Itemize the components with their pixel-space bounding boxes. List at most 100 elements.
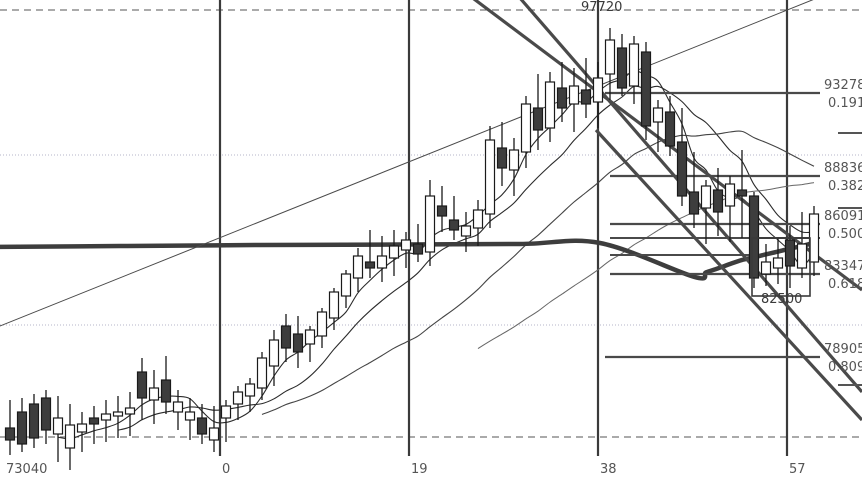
candle-19[interactable] [232, 386, 244, 420]
candle-40[interactable] [484, 126, 496, 228]
vertical-gridlines [218, 0, 789, 456]
candle-33[interactable] [400, 232, 412, 268]
candle-body-52 [628, 43, 640, 87]
candle-58[interactable] [700, 180, 712, 244]
candle-59[interactable] [712, 168, 724, 236]
candle-48[interactable] [580, 58, 592, 118]
candle-66[interactable] [796, 212, 808, 278]
candle-36[interactable] [436, 186, 448, 232]
candle-45[interactable] [544, 72, 556, 142]
candle-53[interactable] [640, 42, 652, 140]
candle-body-6 [76, 423, 88, 433]
candle-64[interactable] [772, 238, 784, 284]
candle-60[interactable] [724, 176, 736, 242]
x-axis-tick-label-0: 0 [222, 462, 231, 477]
candle-4[interactable] [52, 396, 64, 462]
candle-34[interactable] [412, 224, 424, 262]
candle-62[interactable] [748, 192, 760, 288]
candle-61[interactable] [736, 150, 748, 238]
candle-15[interactable] [184, 398, 196, 440]
candle-21[interactable] [256, 352, 268, 400]
candle-25[interactable] [304, 326, 316, 362]
trendline-descending-resistance-upper [472, 0, 862, 292]
candle-67[interactable] [808, 206, 820, 276]
candle-44[interactable] [532, 74, 544, 150]
candle-body-8 [100, 413, 112, 421]
candle-body-66 [796, 243, 808, 269]
candle-body-37 [448, 219, 460, 231]
candle-39[interactable] [472, 200, 484, 246]
candle-31[interactable] [376, 236, 388, 282]
candle-body-40 [484, 139, 496, 215]
candle-51[interactable] [616, 34, 628, 96]
fib-price-label-0191: 93278 [824, 78, 862, 93]
candle-37[interactable] [448, 196, 460, 240]
candle-12[interactable] [148, 370, 160, 424]
candle-50[interactable] [604, 28, 616, 100]
candle-49[interactable] [592, 62, 604, 128]
candle-3[interactable] [40, 390, 52, 444]
candle-9[interactable] [112, 396, 124, 438]
candle-2[interactable] [28, 394, 40, 448]
candle-0[interactable] [4, 400, 16, 455]
candle-18[interactable] [220, 400, 232, 442]
x-axis-tick-label-38: 38 [600, 462, 617, 477]
swing-high-price-label: 97720 [581, 0, 623, 15]
candle-42[interactable] [508, 138, 520, 196]
candle-26[interactable] [316, 308, 328, 348]
candle-43[interactable] [520, 96, 532, 168]
candle-1[interactable] [16, 398, 28, 452]
candle-8[interactable] [100, 400, 112, 442]
candle-57[interactable] [688, 152, 700, 228]
candle-38[interactable] [460, 212, 472, 252]
candle-13[interactable] [160, 356, 172, 414]
candle-32[interactable] [388, 230, 400, 276]
candle-body-53 [640, 51, 652, 127]
candle-47[interactable] [568, 68, 580, 132]
candle-body-30 [364, 261, 376, 269]
candle-11[interactable] [136, 358, 148, 420]
candle-body-59 [712, 189, 724, 213]
candle-52[interactable] [628, 36, 640, 104]
candle-20[interactable] [244, 378, 256, 412]
fib-ratio-label-0809: 0.809 [828, 360, 862, 375]
candle-7[interactable] [88, 406, 100, 444]
candle-63[interactable] [760, 244, 772, 286]
candle-30[interactable] [364, 230, 376, 278]
candle-body-55 [664, 111, 676, 147]
candle-body-56 [676, 141, 688, 197]
candle-24[interactable] [292, 316, 304, 368]
candle-body-63 [760, 261, 772, 275]
candle-body-47 [568, 85, 580, 105]
candle-55[interactable] [664, 96, 676, 156]
candle-41[interactable] [496, 122, 508, 186]
candle-body-50 [604, 39, 616, 75]
candle-body-25 [304, 329, 316, 345]
candle-16[interactable] [196, 404, 208, 444]
candle-10[interactable] [124, 392, 136, 436]
candle-46[interactable] [556, 62, 568, 122]
candle-body-0 [4, 427, 16, 441]
candle-23[interactable] [280, 314, 292, 362]
candle-5[interactable] [64, 404, 76, 470]
candle-54[interactable] [652, 100, 664, 152]
candle-28[interactable] [340, 270, 352, 308]
candlestick-series[interactable] [4, 28, 820, 470]
candle-body-26 [316, 311, 328, 337]
candle-body-7 [88, 417, 100, 425]
candle-29[interactable] [352, 248, 364, 292]
fib-price-label-0382: 88836 [824, 161, 862, 176]
candle-body-12 [148, 387, 160, 401]
candle-6[interactable] [76, 412, 88, 452]
candle-65[interactable] [784, 226, 796, 288]
candle-14[interactable] [172, 390, 184, 430]
candle-17[interactable] [208, 406, 220, 452]
candle-27[interactable] [328, 288, 340, 330]
candle-body-61 [736, 189, 748, 197]
candle-body-15 [184, 411, 196, 421]
candle-35[interactable] [424, 180, 436, 266]
candle-56[interactable] [676, 108, 688, 206]
candle-22[interactable] [268, 330, 280, 386]
